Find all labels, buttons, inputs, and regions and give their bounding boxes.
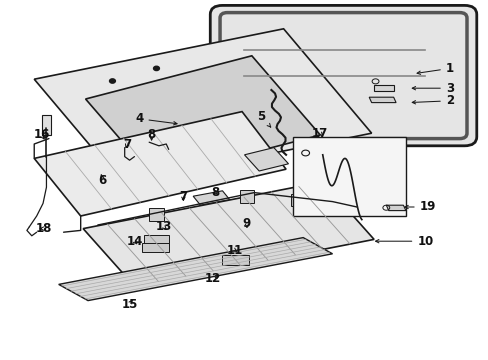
Text: 13: 13	[155, 220, 172, 233]
Polygon shape	[193, 191, 229, 205]
Polygon shape	[85, 56, 320, 178]
Text: 2: 2	[411, 94, 453, 107]
Text: 12: 12	[204, 273, 221, 285]
Bar	[144, 235, 168, 245]
Bar	[290, 194, 305, 206]
Text: 11: 11	[226, 244, 243, 257]
Text: 7: 7	[123, 138, 131, 150]
Bar	[142, 243, 168, 252]
Bar	[41, 115, 51, 135]
Circle shape	[153, 66, 159, 71]
Text: 16: 16	[33, 129, 50, 141]
Text: 18: 18	[36, 222, 52, 235]
Circle shape	[109, 79, 115, 83]
Polygon shape	[386, 205, 405, 211]
Text: 19: 19	[404, 201, 435, 213]
Polygon shape	[368, 97, 395, 103]
Text: 14: 14	[126, 235, 142, 248]
FancyBboxPatch shape	[210, 5, 476, 146]
Polygon shape	[83, 182, 373, 286]
Text: 9: 9	[243, 217, 250, 230]
Polygon shape	[244, 148, 288, 171]
Bar	[239, 190, 254, 203]
Text: 7: 7	[179, 190, 187, 203]
Text: 4: 4	[135, 112, 177, 125]
Bar	[187, 130, 199, 139]
Bar	[222, 255, 249, 265]
Text: 3: 3	[411, 82, 453, 95]
Text: 8: 8	[211, 186, 219, 199]
Bar	[149, 208, 163, 221]
Polygon shape	[59, 238, 332, 301]
Text: 8: 8	[147, 129, 155, 141]
Bar	[293, 137, 405, 216]
Polygon shape	[34, 112, 285, 216]
Bar	[211, 122, 224, 131]
Bar	[199, 126, 211, 135]
Polygon shape	[34, 29, 371, 184]
Text: 10: 10	[375, 235, 433, 248]
Text: 17: 17	[311, 127, 328, 140]
Text: 6: 6	[99, 174, 106, 186]
Bar	[373, 85, 393, 91]
Text: 15: 15	[121, 298, 138, 311]
Text: 5: 5	[257, 111, 270, 127]
Text: 1: 1	[416, 62, 453, 75]
